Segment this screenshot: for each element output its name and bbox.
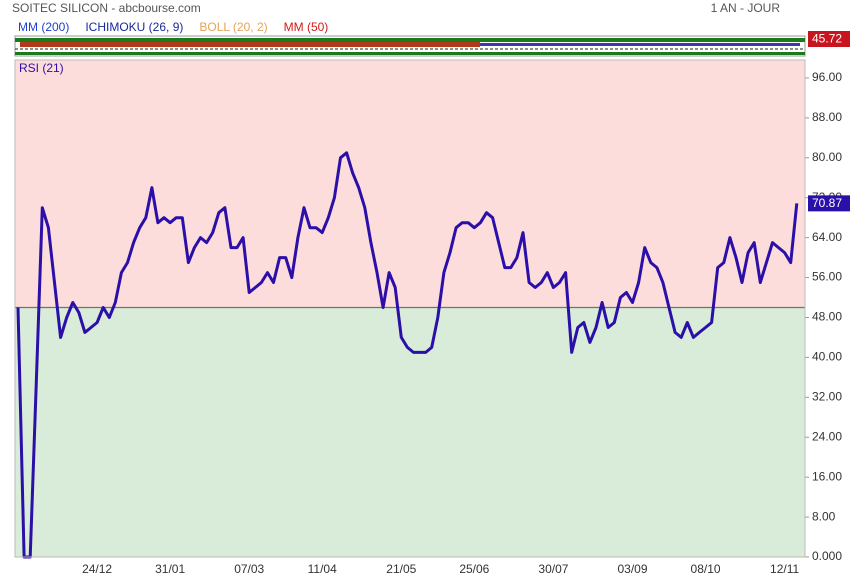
y-tick-label: 48.00 xyxy=(812,310,842,324)
x-tick-label: 07/03 xyxy=(234,562,264,576)
y-tick-label: 80.00 xyxy=(812,150,842,164)
y-tick-label: 40.00 xyxy=(812,350,842,364)
x-tick-label: 11/04 xyxy=(308,562,337,576)
last-value-box xyxy=(808,195,850,212)
price-band xyxy=(15,38,805,42)
header-title: SOITEC SILICON - abcbourse.com xyxy=(12,1,201,15)
y-tick-label: 56.00 xyxy=(812,270,842,284)
x-tick-label: 21/05 xyxy=(386,562,416,576)
x-tick-label: 12/11 xyxy=(770,562,799,576)
y-tick-label: 16.00 xyxy=(812,469,842,483)
rsi-line xyxy=(16,151,799,559)
chart-title: RSI (21) xyxy=(19,61,64,75)
y-tick-label: 0.000 xyxy=(812,549,842,563)
y-tick-label: 24.00 xyxy=(812,429,842,443)
legend: MM (200) ICHIMOKU (26, 9) BOLL (20, 2) MM (… xyxy=(18,20,328,34)
legend-entry: BOLL (20, 2) xyxy=(199,20,267,34)
lower-zone xyxy=(15,307,805,557)
upper-zone xyxy=(15,60,805,308)
price-last-value: 45.72 xyxy=(812,32,842,46)
x-tick-label: 03/09 xyxy=(618,562,648,576)
x-tick-label: 24/12 xyxy=(82,562,112,576)
x-tick-label: 08/10 xyxy=(691,562,721,576)
y-tick-label: 64.00 xyxy=(812,230,842,244)
price-band xyxy=(480,43,800,46)
x-tick-label: 25/06 xyxy=(459,562,489,576)
price-band xyxy=(15,52,805,55)
price-label-box xyxy=(808,31,850,47)
x-tick-label: 30/07 xyxy=(538,562,568,576)
price-panel: 45.72 xyxy=(14,31,850,57)
header-period: 1 AN - JOUR xyxy=(711,1,781,15)
legend-entry: ICHIMOKU (26, 9) xyxy=(85,20,183,34)
legend-entry: MM (50) xyxy=(284,20,329,34)
y-tick-label: 96.00 xyxy=(812,70,842,84)
x-tick-label: 31/01 xyxy=(155,562,185,576)
panel-frame xyxy=(14,59,806,558)
y-tick-label: 32.00 xyxy=(812,389,842,403)
legend-entry: MM (200) xyxy=(18,20,69,34)
last-value-label: 70.87 xyxy=(812,196,842,210)
price-band xyxy=(20,42,480,47)
y-tick-label: 88.00 xyxy=(812,110,842,124)
y-tick-label: 8.00 xyxy=(812,509,836,523)
